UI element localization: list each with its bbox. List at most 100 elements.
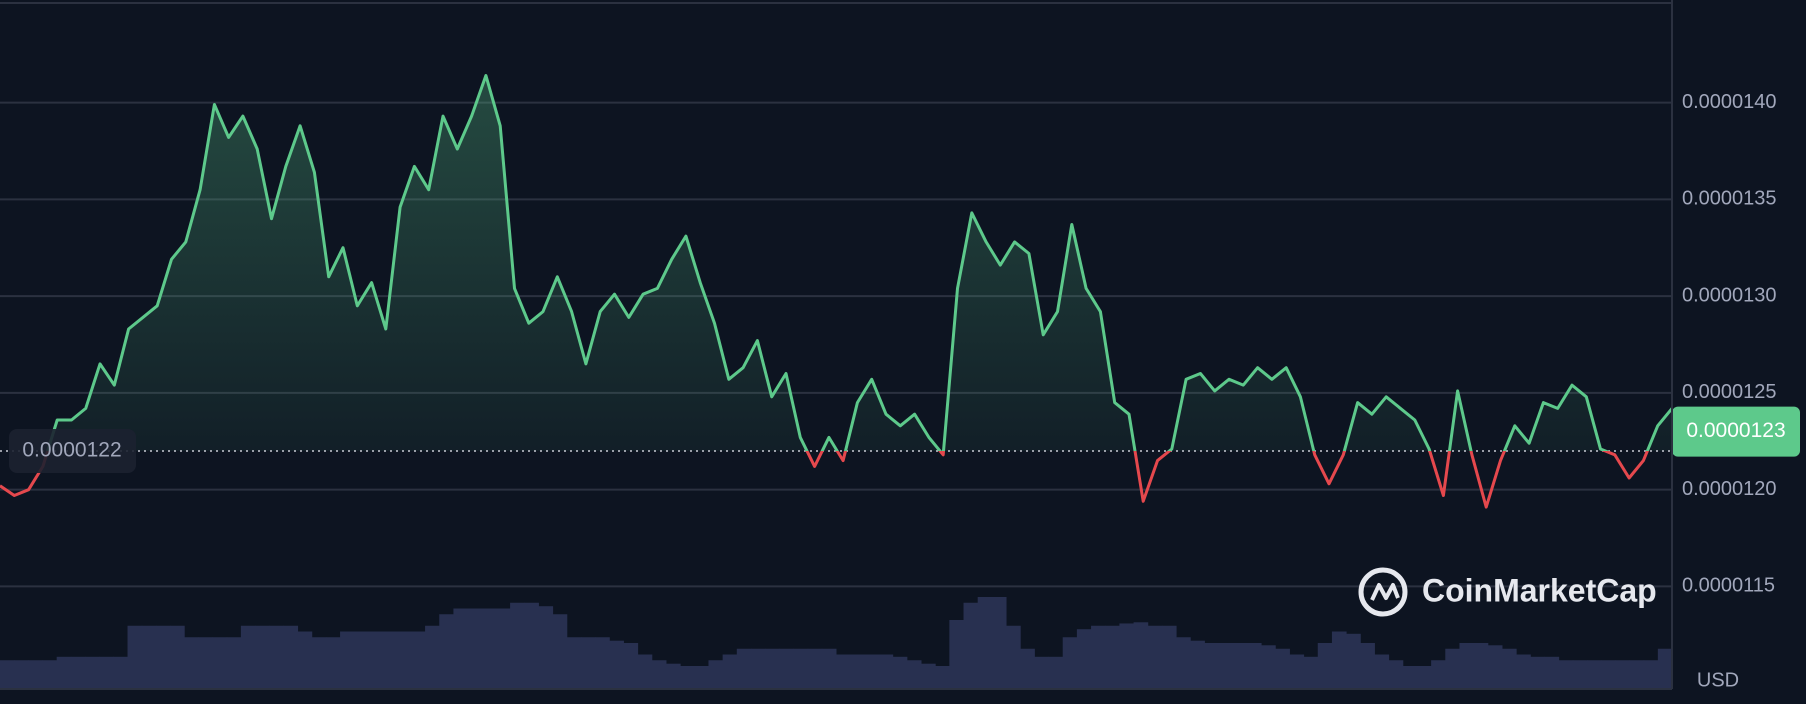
volume-bar [821,648,837,689]
volume-bar [141,625,157,689]
volume-bar [184,637,199,689]
logo-icon-mark [1370,583,1400,601]
volume-bar [750,648,766,689]
currency-label: USD [1697,669,1739,691]
volume-bar [566,637,582,689]
volume-bar [1034,656,1050,689]
watermark-text: CoinMarketCap [1422,572,1657,608]
volume-bar [1530,656,1545,689]
volume-bar [340,631,355,689]
volume-bar [1643,660,1659,689]
volume-bar [595,637,610,689]
volume-bar [1119,623,1135,689]
volume-bar [1190,640,1205,689]
volume-bar [510,602,525,689]
volume-bar [42,660,58,689]
volume-bar [1657,648,1673,689]
volume-bar [198,637,214,689]
baseline-label: 0.0000122 [22,438,121,461]
y-tick-label: 0.0000125 [1682,381,1777,403]
volume-bar [1431,660,1446,689]
volume-bar [1487,645,1503,689]
volume-bar [495,608,511,689]
volume-bar [297,631,313,689]
volume-bar [1501,648,1517,689]
volume-bar [680,666,695,689]
volume-bar [906,660,922,689]
volume-bar [1289,654,1305,689]
volume-bar [269,625,284,689]
volume-bar [240,625,256,689]
y-tick-label: 0.0000115 [1682,575,1775,597]
volume-bar [0,660,15,689]
volume-bar [1374,654,1390,689]
volume-bar [1445,648,1460,689]
volume-bar [396,631,412,689]
y-tick-label: 0.0000120 [1682,478,1777,500]
volume-bar [793,648,809,689]
volume-bar [1360,643,1375,689]
volume-bar [1601,660,1616,689]
volume-bar [56,656,72,689]
volume-bar [1317,643,1333,689]
volume-bar [977,597,993,689]
volume-bar [552,614,568,689]
volume-bar [1331,631,1347,689]
volume-bar [1572,660,1588,689]
volume-bar [1133,622,1149,689]
volume-bar [623,643,639,689]
volume-bar [1204,643,1220,689]
volume-bar [368,631,384,689]
volume-bar [935,666,950,689]
volume-bar [1558,660,1574,689]
volume-bar [991,597,1007,689]
volume-bar [580,637,596,689]
volume-bar [467,608,483,689]
volume-bar [99,656,114,689]
volume-bar [765,648,780,689]
volume-bar [1232,643,1248,689]
volume-bar [1629,660,1645,689]
watermark: CoinMarketCap [1358,567,1657,617]
volume-bar [807,648,823,689]
volume-bar [1006,625,1021,689]
volume-bar [1105,625,1120,689]
volume-bar [609,640,624,689]
volume-bar [1275,648,1290,689]
volume-bar [1176,637,1191,689]
volume-bar [850,654,865,689]
volume-bar [538,606,554,689]
volume-bar [524,602,539,689]
volume-bar [1062,637,1078,689]
volume-bar [255,625,270,689]
volume-bar [836,654,851,689]
volume-bar [1261,645,1276,689]
volume-bar [1218,643,1234,689]
volume-bar [1303,656,1319,689]
volume-bar [722,654,738,689]
volume-bar [28,660,44,689]
volume-bar [354,631,369,689]
volume-bar [410,631,426,689]
volume-bar [283,625,299,689]
volume-bar [382,631,398,689]
volume-bar [736,648,752,689]
volume-bar [878,654,894,689]
volume-bar [425,625,440,689]
price-line [0,74,1674,509]
logo-icon [1358,567,1408,617]
volume-bar [637,654,653,689]
volume-bar [1076,629,1092,689]
volume-bar [665,663,681,689]
volume-bar [1615,660,1630,689]
baseline-label-box [9,428,136,473]
volume-bar [170,625,185,689]
volume-bar [892,656,908,689]
volume-bar [779,648,794,689]
volume-bar [949,620,965,689]
volume-bar [1388,660,1404,689]
volume-bar [921,663,936,689]
volume-bar [85,656,100,689]
volume-bar [651,660,667,689]
